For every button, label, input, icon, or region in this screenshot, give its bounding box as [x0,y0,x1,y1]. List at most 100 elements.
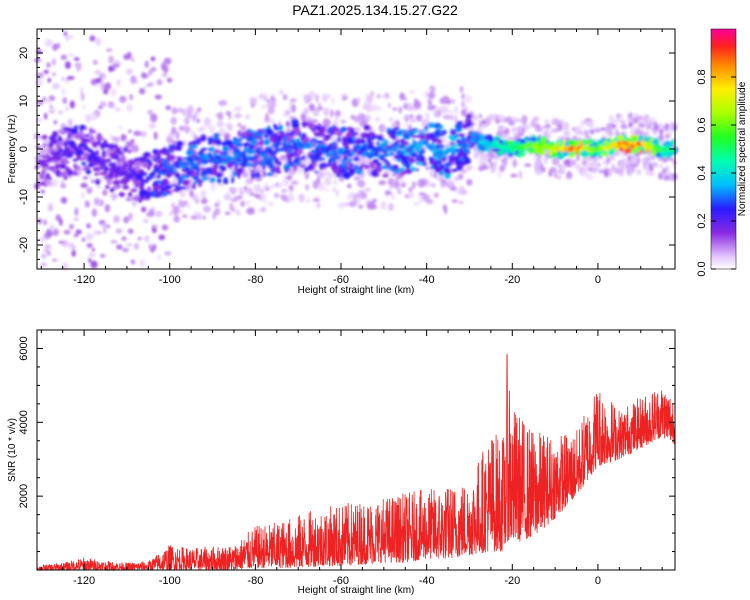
spectrogram-cell [237,122,242,127]
spectrogram-cell [280,188,288,194]
spectrogram-cell [333,177,337,187]
spectrogram-cell [415,114,423,122]
spectrogram-cell [262,200,267,204]
spectrogram-cell [378,180,387,186]
spectrogram-cell [513,132,521,139]
spectrogram-cell [127,228,134,234]
spectrogram-cell [386,164,390,168]
spectrogram-cell [363,125,369,130]
spectrogram-cell [134,194,140,199]
spectrogram-cell [659,128,664,136]
spectrogram-cell [626,137,632,143]
spectrogram-cell [120,155,127,163]
spectrogram-cell [89,112,98,121]
spectrogram-cell [357,190,365,194]
spectrogram-cell [473,152,478,160]
spectrogram-cell [277,135,282,143]
spectrogram-cell [115,228,123,234]
spectrogram-cell [120,177,129,185]
spectrogram-cell [232,207,236,213]
spectrogram-cell [47,202,53,207]
spectrogram-cell [646,118,651,127]
spectrogram-cell [330,173,337,178]
spectrogram-cell [612,119,620,123]
spectrogram-cell [243,142,250,147]
spectrogram-cell [265,157,272,162]
spectrogram-cell [80,182,88,188]
spectrogram-cell [492,113,497,122]
spectrogram-cell [202,159,208,164]
spectrogram-cell [175,172,180,176]
spectrogram-cell [141,161,149,168]
spectrogram-cell [201,147,207,151]
spectrogram-cell [498,150,504,155]
spectrogram-cell [403,151,408,156]
spectrogram-cell [366,94,374,104]
spectrogram-cell [106,158,112,162]
spectrogram-cell [484,117,492,126]
spectrogram-cell [103,83,111,91]
spectrogram-cell [244,158,250,163]
spectrogram-cell [300,164,305,168]
spectrogram-cell [448,155,457,163]
spectrogram-cell [171,126,177,135]
spectrogram-cell [417,178,425,188]
spectrogram-cell [389,151,395,156]
spectrogram-cell [324,177,332,186]
spectrogram-cell [171,183,178,187]
spectrogram-cell [182,157,186,161]
spectrogram-cell [250,169,257,173]
spectrogram-cell [348,168,356,175]
spectrogram-cell [77,165,81,170]
spectrogram-cell [298,193,305,203]
spectrogram-cell [265,112,269,121]
spectrogram-cell [335,116,339,121]
spectrogram-cell [265,103,273,107]
spectrogram-cell [332,127,341,132]
spectrogram-cell [144,60,149,68]
spectrogram-cell [244,147,249,151]
spectrogram-cell [309,142,314,146]
spectrogram-cell [651,161,656,168]
spectrogram-cell [647,171,655,176]
spectrogram-cell [165,105,172,111]
spectrogram-cell [156,180,163,183]
spectrogram-cell [335,189,340,197]
spectrogram-cell [337,202,344,209]
spectrogram-cell [177,107,185,113]
spectrogram-cell [605,126,612,134]
spectrogram-cell [138,88,146,95]
spectrogram-cell [323,169,331,177]
spectrogram-cell [70,134,76,139]
spectrogram-cell [330,109,334,118]
spectrogram-cell [212,211,217,220]
spectrogram-cell [85,117,91,124]
spectrogram-cell [658,172,663,180]
spectrogram-cell [377,138,386,141]
spectrogram-cell [289,98,297,103]
spectrogram-cell [665,165,670,174]
spectrogram-cell [256,131,262,139]
spectrogram-cell [53,120,58,125]
spectrogram-cell [456,121,464,124]
spectrogram-cell [213,138,220,145]
spectrogram-cell [400,145,405,149]
spectrogram-cell [194,140,199,145]
spectrogram-cell [422,128,429,132]
spectrogram-cell [139,178,146,184]
spectrogram-cell [175,165,181,169]
spectrogram-cell [57,135,62,143]
spectrogram-cell [520,138,526,145]
spectrogram-cell [401,182,406,188]
spectrogram-cell [288,194,295,202]
spectrogram-cell [290,180,299,186]
spectrogram-cell [656,164,665,169]
spectrogram-cell [116,244,123,250]
spectrogram-cell [211,169,218,176]
x-tick-label: -120 [73,575,95,587]
spectrogram-cell [374,169,378,177]
x-tick-label: -20 [504,575,520,587]
spectrogram-cell [253,184,262,193]
spectrogram-cell [150,113,158,123]
